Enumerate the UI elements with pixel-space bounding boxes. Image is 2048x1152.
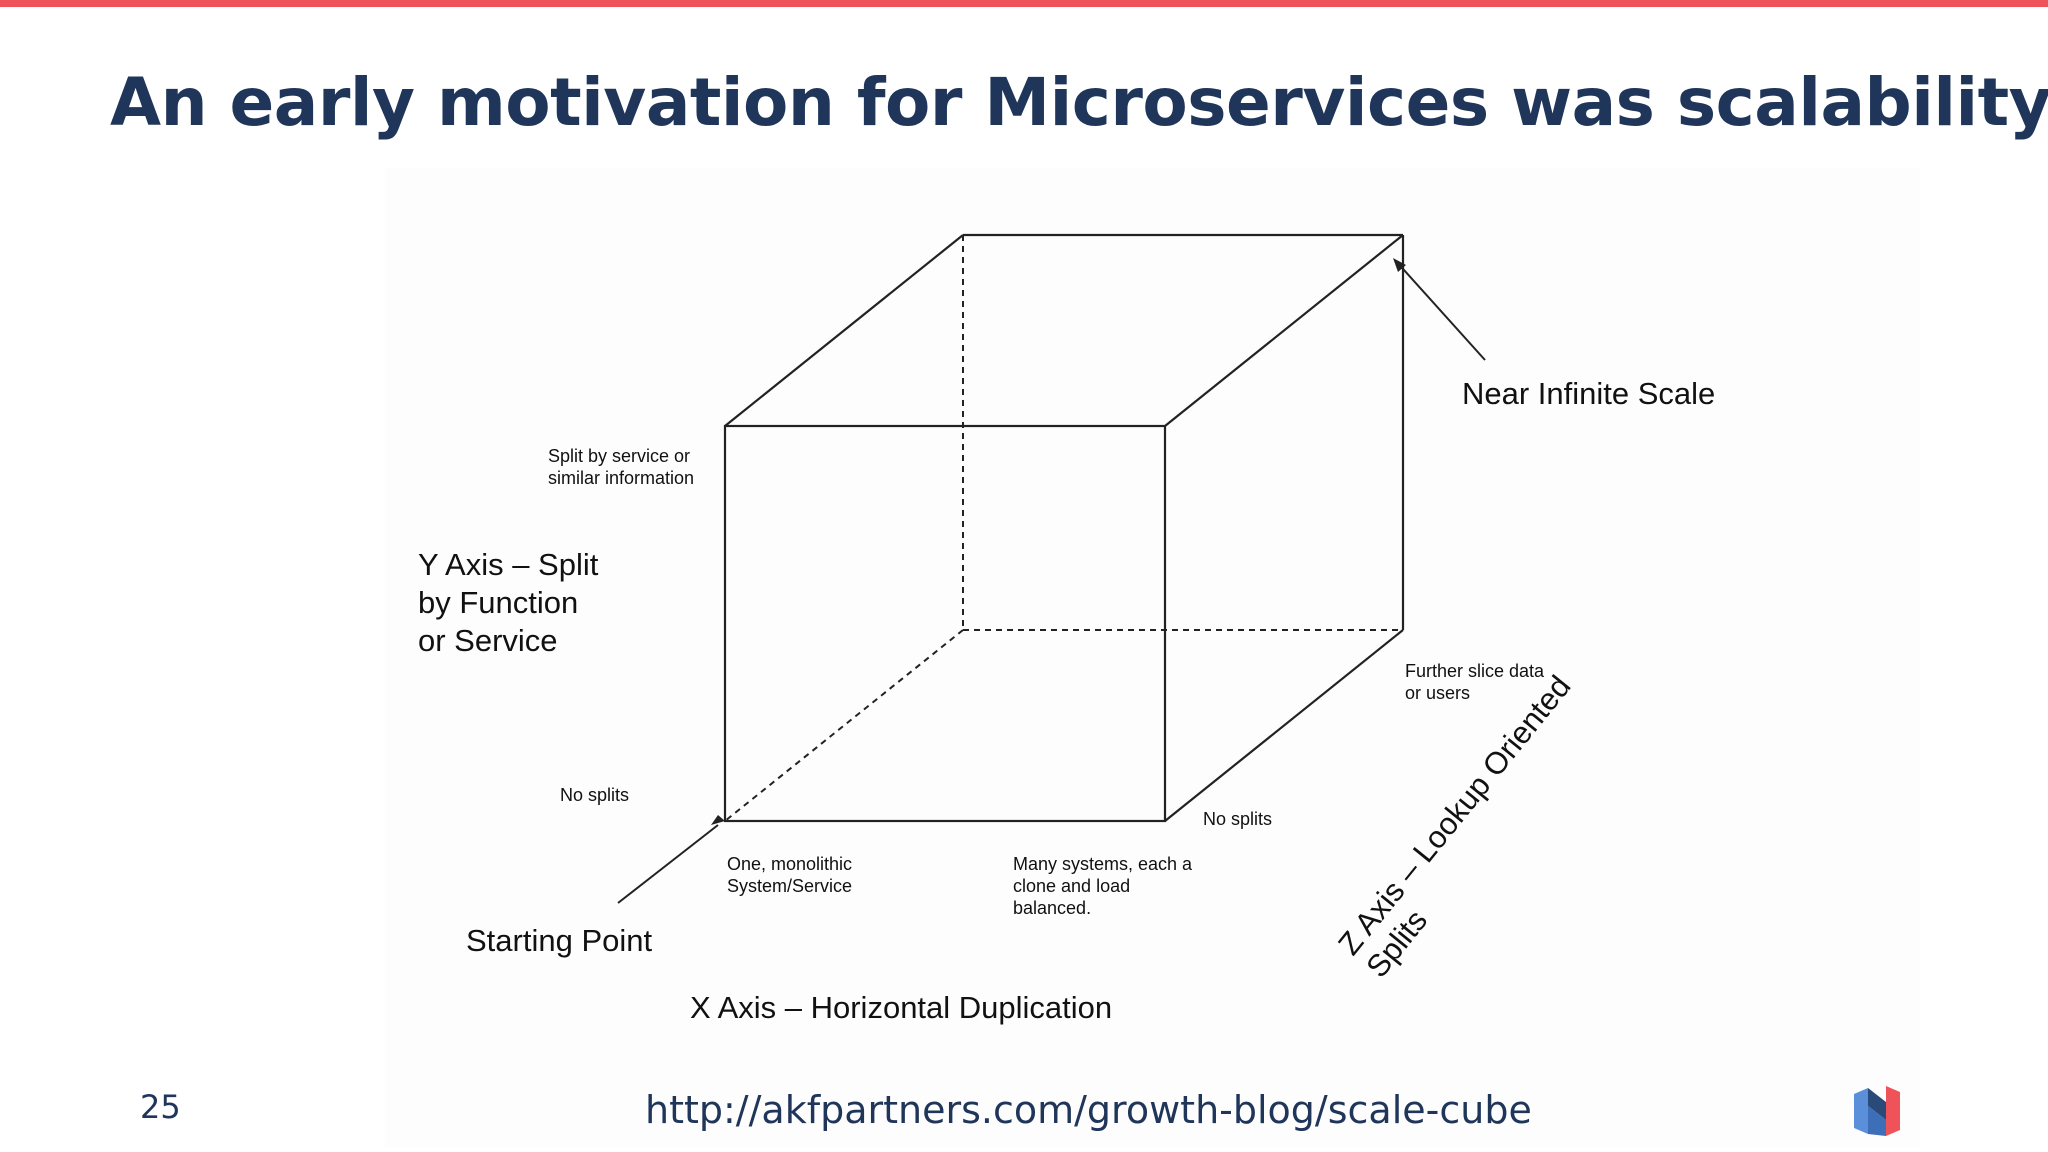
logo-lower-panel — [1868, 1106, 1886, 1136]
further-slice-note-line2: or users — [1405, 683, 1470, 703]
scale-cube-diagram: Near Infinite Scale Split by service or … — [385, 168, 1920, 1148]
logo-left-panel — [1854, 1088, 1868, 1134]
cube-edges — [723, 233, 1405, 823]
z-axis-label: Z Axis – Lookup Oriented Splits — [1331, 669, 1577, 984]
z-axis-label-line1: Z Axis – Lookup Oriented — [1331, 669, 1577, 962]
starting-point-arrowhead-icon — [711, 815, 725, 825]
y-no-splits-label: No splits — [560, 785, 629, 805]
scale-cube-svg: Near Infinite Scale Split by service or … — [418, 233, 1715, 1025]
y-split-note-line2: similar information — [548, 468, 694, 488]
pointer-lines — [617, 259, 1486, 904]
y-axis-label-line3: or Service — [418, 623, 558, 658]
many-systems-note-line3: balanced. — [1013, 898, 1091, 918]
starting-point-label: Starting Point — [466, 923, 652, 958]
monolithic-note-line1: One, monolithic — [727, 854, 852, 874]
near-infinite-pointer-line — [1394, 259, 1486, 361]
logo-right-panel — [1886, 1086, 1900, 1136]
many-systems-note-line1: Many systems, each a — [1013, 854, 1193, 874]
y-axis-label-line2: by Function — [418, 585, 578, 620]
cube-top-left-edge — [724, 234, 964, 427]
accent-bar — [0, 0, 2048, 7]
starting-point-pointer-line — [617, 824, 719, 904]
cube-front-face — [723, 424, 1167, 823]
hidden-edge-depth — [724, 629, 964, 822]
many-systems-note-line2: clone and load — [1013, 876, 1130, 896]
layered-n-logo-icon — [1848, 1080, 1906, 1140]
cube-top-right-edge — [1164, 234, 1404, 427]
further-slice-note-line1: Further slice data — [1405, 661, 1545, 681]
cube-hidden-edges — [724, 235, 1403, 822]
cube-bottom-right-edge — [1164, 629, 1404, 822]
x-no-splits-label: No splits — [1203, 809, 1272, 829]
page-number: 25 — [140, 1088, 181, 1126]
source-link[interactable]: http://akfpartners.com/growth-blog/scale… — [645, 1088, 1532, 1132]
near-infinite-arrowhead-icon — [1393, 258, 1406, 272]
logo-diagonal-panel — [1868, 1088, 1886, 1120]
y-axis-label-line1: Y Axis – Split — [418, 547, 599, 582]
y-split-note-line1: Split by service or — [548, 446, 690, 466]
slide-title: An early motivation for Microservices wa… — [110, 64, 2048, 141]
x-axis-label: X Axis – Horizontal Duplication — [690, 990, 1112, 1025]
monolithic-note-line2: System/Service — [727, 876, 852, 896]
near-infinite-scale-label: Near Infinite Scale — [1462, 376, 1715, 411]
